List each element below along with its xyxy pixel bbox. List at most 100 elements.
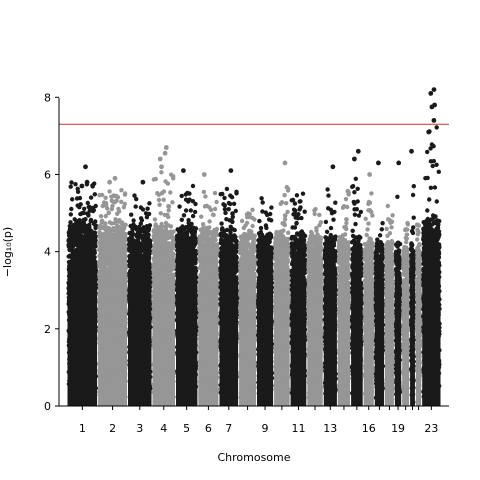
data-point — [152, 217, 158, 222]
data-point — [147, 201, 152, 206]
data-point — [67, 357, 72, 362]
data-point — [97, 269, 103, 274]
data-point — [135, 233, 140, 238]
data-point — [114, 198, 119, 203]
data-point — [87, 222, 92, 228]
data-point — [108, 362, 114, 367]
data-point — [129, 341, 134, 347]
data-point — [99, 344, 105, 350]
data-point — [127, 362, 132, 367]
data-point — [99, 297, 104, 303]
data-point — [92, 287, 97, 292]
data-point — [157, 370, 162, 375]
data-point — [114, 260, 119, 265]
data-point — [105, 368, 110, 373]
data-point — [111, 270, 117, 276]
data-point — [87, 308, 93, 314]
data-point — [181, 213, 187, 218]
data-point — [118, 268, 123, 273]
data-point — [117, 218, 122, 223]
data-point — [127, 358, 132, 363]
data-point — [98, 390, 103, 395]
data-point — [72, 398, 77, 403]
data-point — [93, 374, 99, 379]
data-point — [75, 252, 81, 257]
data-point — [84, 306, 89, 311]
data-point — [121, 273, 127, 279]
data-point — [83, 217, 88, 222]
data-point — [131, 353, 136, 359]
data-point — [90, 279, 95, 284]
data-point — [146, 352, 151, 357]
data-point — [171, 174, 176, 179]
data-point — [71, 356, 76, 361]
data-point — [68, 377, 73, 382]
data-point — [156, 383, 161, 389]
data-point — [153, 313, 159, 318]
data-point — [111, 398, 116, 404]
data-point — [90, 205, 96, 211]
data-point — [170, 283, 175, 288]
data-point — [115, 350, 121, 355]
data-point — [143, 341, 148, 347]
data-point — [69, 180, 74, 185]
data-point — [131, 333, 137, 338]
data-point — [161, 197, 166, 202]
data-point — [78, 234, 84, 240]
data-point — [144, 238, 149, 243]
data-point — [79, 295, 85, 301]
data-point — [98, 214, 104, 219]
data-point — [156, 192, 161, 197]
data-point — [77, 308, 83, 314]
data-point — [171, 302, 176, 307]
data-point — [118, 356, 124, 361]
data-point — [122, 191, 128, 196]
data-point — [98, 261, 104, 266]
data-point — [100, 321, 106, 326]
data-point — [85, 386, 91, 391]
data-point — [167, 348, 173, 353]
data-point — [76, 247, 82, 252]
data-point — [107, 189, 112, 194]
data-point — [75, 319, 80, 324]
data-point — [119, 199, 124, 204]
data-point — [69, 206, 74, 212]
data-point — [77, 195, 83, 201]
data-point — [142, 304, 147, 309]
data-point — [136, 396, 141, 401]
data-point — [81, 242, 86, 248]
data-point — [85, 353, 90, 359]
data-point — [138, 289, 143, 295]
data-point — [101, 257, 106, 263]
data-point — [191, 392, 196, 398]
data-point — [70, 274, 75, 279]
data-point — [146, 281, 151, 287]
data-point — [86, 212, 91, 217]
data-point — [91, 345, 97, 350]
data-point — [116, 290, 121, 296]
data-point — [107, 257, 113, 262]
data-point — [152, 353, 157, 358]
data-point — [147, 388, 152, 393]
data-point — [122, 312, 127, 317]
data-point — [90, 183, 95, 188]
data-point — [188, 208, 193, 213]
data-point — [121, 307, 126, 313]
data-point — [179, 217, 184, 222]
data-point — [129, 212, 134, 217]
data-point — [80, 313, 85, 319]
data-point — [146, 246, 152, 252]
data-point — [78, 354, 84, 359]
data-point — [159, 244, 165, 250]
data-point — [177, 204, 182, 209]
data-point — [66, 291, 71, 296]
data-point — [177, 399, 182, 404]
data-point — [72, 226, 77, 231]
data-point — [111, 226, 116, 231]
data-point — [85, 330, 90, 335]
data-point — [105, 274, 110, 279]
data-point — [162, 329, 167, 335]
data-point — [145, 206, 150, 211]
data-point — [99, 218, 105, 223]
